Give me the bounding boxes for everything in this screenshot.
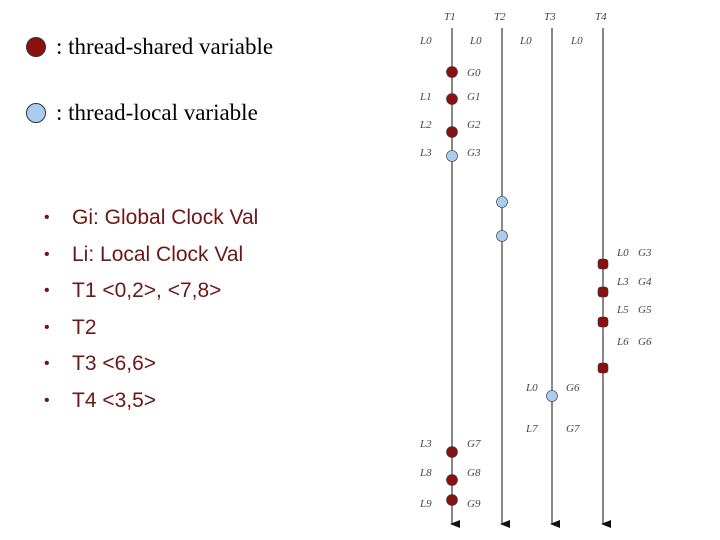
global-clock-label: G4: [638, 276, 652, 288]
bullet-text: T2: [72, 315, 97, 339]
local-variable-event-icon: [496, 230, 508, 242]
bullet-item: • T2: [44, 310, 258, 347]
shared-variable-event-icon: [597, 316, 609, 328]
local-variable-dot-icon: [26, 103, 46, 123]
global-clock-label: G5: [638, 304, 652, 316]
local-variable-event-icon: [546, 390, 558, 402]
legend-local: : thread-local variable: [26, 100, 258, 126]
legend-shared-label: : thread-shared variable: [56, 34, 274, 59]
thread-initial-local-label: L0: [469, 35, 482, 47]
global-clock-label: G6: [566, 382, 580, 394]
local-clock-label: L3: [419, 147, 432, 159]
local-clock-label: L3: [616, 276, 629, 288]
shared-variable-event-icon: [446, 93, 458, 105]
thread-initial-local-label: L0: [419, 35, 432, 47]
global-clock-label: G9: [467, 498, 481, 510]
shared-variable-event-icon: [446, 126, 458, 138]
thread-initial-local-label: L0: [570, 35, 583, 47]
shared-variable-event-icon: [597, 362, 609, 374]
global-clock-label: G3: [467, 147, 481, 159]
thread-header-t3: T3: [544, 11, 556, 23]
local-clock-label: L7: [525, 423, 538, 435]
local-clock-label: L0: [616, 247, 629, 259]
bullet-text: Gi: Global Clock Val: [72, 206, 259, 229]
shared-variable-event-icon: [446, 446, 458, 458]
legend-local-label: : thread-local variable: [56, 100, 258, 125]
local-clock-label: L5: [616, 304, 629, 316]
bullet-item: • T3 <6,6>: [44, 346, 258, 383]
bullet-icon: •: [44, 245, 50, 263]
bullet-icon: •: [44, 391, 50, 409]
bullet-item: • Li: Local Clock Val: [44, 237, 258, 274]
bullet-item: • T1 <0,2>, <7,8>: [44, 273, 258, 310]
bullet-icon: •: [44, 355, 50, 373]
local-clock-label: L0: [525, 382, 538, 394]
local-clock-label: L9: [419, 498, 432, 510]
bullet-text: T1 <0,2>, <7,8>: [72, 279, 222, 303]
bullet-icon: •: [44, 318, 50, 336]
shared-variable-event-icon: [597, 258, 609, 270]
bullet-text: T4 <3,5>: [72, 388, 157, 412]
local-clock-label: L2: [419, 119, 432, 131]
local-clock-label: L3: [419, 438, 432, 450]
thread-header-t4: T4: [595, 11, 607, 23]
shared-variable-event-icon: [597, 286, 609, 298]
shared-variable-dot-icon: [26, 37, 46, 57]
global-clock-label: G0: [467, 67, 481, 79]
thread-header-t1: T1: [444, 11, 456, 23]
bullet-list: • Gi: Global Clock Val • Li: Local Clock V…: [44, 200, 258, 420]
shared-variable-event-icon: [446, 494, 458, 506]
bullet-item: • Gi: Global Clock Val: [44, 200, 258, 237]
bullet-icon: •: [44, 282, 50, 300]
local-variable-event-icon: [496, 196, 508, 208]
bullet-text: Li: Local Clock Val: [72, 242, 244, 266]
local-clock-label: L6: [616, 336, 629, 348]
global-clock-label: G3: [638, 247, 652, 259]
global-clock-label: G6: [638, 336, 652, 348]
global-clock-label: G1: [467, 91, 480, 103]
local-clock-label: L1: [419, 91, 432, 103]
local-clock-label: L8: [419, 467, 432, 479]
global-clock-label: G8: [467, 467, 481, 479]
global-clock-label: G7: [566, 423, 580, 435]
thread-header-t2: T2: [494, 11, 506, 23]
bullet-item: • T4 <3,5>: [44, 383, 258, 420]
global-clock-label: G2: [467, 119, 481, 131]
global-clock-label: G7: [467, 438, 481, 450]
bullet-icon: •: [44, 209, 50, 226]
local-variable-event-icon: [446, 150, 458, 162]
legend-shared: : thread-shared variable: [26, 34, 273, 60]
shared-variable-event-icon: [446, 66, 458, 78]
bullet-text: T3 <6,6>: [72, 352, 157, 376]
thread-initial-local-label: L0: [519, 35, 532, 47]
shared-variable-event-icon: [446, 474, 458, 486]
